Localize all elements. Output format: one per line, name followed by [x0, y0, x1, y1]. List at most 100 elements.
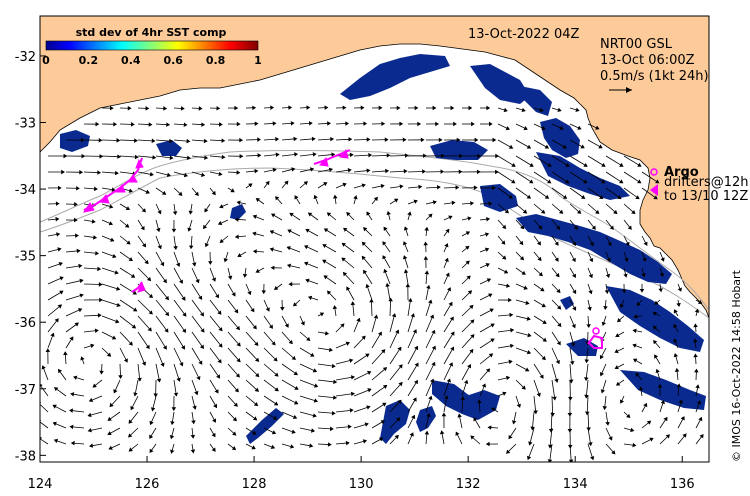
current-vector-head — [611, 450, 616, 455]
current-vector-head — [198, 360, 203, 365]
current-vector-head — [677, 287, 682, 292]
current-vector — [155, 347, 164, 367]
current-vector-head — [676, 302, 681, 307]
current-vector-head — [614, 365, 619, 370]
current-vector-head — [486, 278, 492, 283]
current-vector — [137, 315, 152, 332]
current-vector — [550, 411, 553, 433]
current-vector-head — [414, 105, 419, 111]
current-vector-head — [405, 283, 411, 288]
current-vector-head — [170, 449, 175, 454]
current-vector-head — [157, 244, 162, 250]
current-vector-head — [79, 278, 84, 284]
current-vector-head — [693, 323, 698, 328]
current-vector-head — [369, 298, 374, 303]
current-vector — [605, 155, 624, 167]
current-vector-head — [655, 179, 660, 184]
current-vector-head — [363, 227, 368, 232]
current-vector-head — [542, 319, 547, 324]
current-vector-head — [346, 286, 351, 291]
current-vector-head — [521, 107, 526, 113]
current-vector-head — [203, 224, 208, 230]
current-vector-head — [554, 241, 559, 246]
current-vector-head — [444, 395, 449, 400]
current-vector-head — [221, 154, 226, 160]
current-vector — [299, 395, 318, 402]
current-vector-head — [324, 105, 329, 110]
sst-patch — [520, 86, 552, 116]
current-vector-head — [505, 125, 510, 131]
drifter-arrowhead — [99, 194, 110, 204]
date-label: 13-Oct-2022 04Z — [468, 27, 580, 42]
current-vector-head — [247, 290, 252, 296]
drifter-arrowhead — [135, 158, 144, 169]
current-vector-head — [326, 290, 332, 295]
current-vector-head — [287, 229, 292, 234]
current-vector-head — [271, 213, 276, 218]
current-vector-head — [643, 402, 648, 408]
current-vector-head — [248, 183, 253, 188]
current-vector-head — [526, 316, 531, 321]
current-vector-head — [568, 459, 574, 462]
current-vector-head — [630, 427, 635, 433]
current-vector-head — [604, 289, 610, 294]
current-vector-head — [523, 125, 528, 131]
current-vector-head — [140, 225, 145, 231]
current-vector-head — [153, 393, 158, 398]
current-vector-head — [384, 137, 389, 142]
current-vector-head — [606, 257, 611, 263]
current-vector-head — [169, 435, 175, 440]
current-vector — [191, 347, 203, 365]
current-vector-head — [179, 362, 184, 367]
current-vector-head — [653, 340, 658, 345]
current-vector-head — [694, 308, 700, 313]
current-vector-head — [547, 162, 552, 167]
current-vector-head — [639, 288, 645, 293]
current-vector-head — [470, 201, 475, 206]
current-vector — [389, 313, 396, 333]
current-vector — [173, 299, 187, 317]
current-vector-head — [490, 323, 495, 328]
current-vector-head — [212, 418, 217, 423]
drifter-arrowhead — [137, 281, 146, 293]
current-vector-head — [270, 444, 276, 450]
current-vector — [497, 155, 516, 167]
y-tick-label: -37 — [15, 383, 36, 398]
sst-patch — [560, 296, 574, 310]
current-vector-head — [455, 431, 460, 436]
current-vector-head — [327, 442, 332, 447]
current-vector-head — [491, 407, 496, 412]
current-vector-head — [182, 312, 187, 317]
current-vector-head — [313, 398, 319, 403]
current-vector-head — [141, 361, 146, 366]
current-vector — [263, 347, 278, 362]
current-vector-head — [95, 250, 100, 256]
current-vector-head — [367, 370, 372, 376]
current-vector — [587, 171, 606, 184]
current-vector-head — [674, 367, 680, 372]
current-vector-head — [537, 241, 541, 246]
current-vector-head — [484, 247, 490, 252]
current-vector-head — [440, 169, 445, 174]
current-vector-head — [326, 212, 332, 217]
current-vector-head — [557, 107, 562, 112]
current-vector-head — [214, 389, 219, 394]
current-vector-head — [623, 273, 628, 278]
drifter-legend-icon — [650, 184, 658, 196]
current-vector-head — [422, 169, 426, 174]
current-vector-head — [412, 329, 417, 334]
current-vector-head — [148, 310, 153, 315]
current-vector — [317, 395, 337, 399]
current-vector-head — [114, 270, 119, 275]
current-vector-head — [632, 343, 637, 348]
current-vector-head — [637, 179, 642, 184]
current-vector-head — [559, 125, 564, 130]
sst-patch — [460, 390, 500, 420]
current-vector-head — [150, 407, 156, 412]
current-vector-head — [156, 227, 161, 233]
current-vector-head — [418, 184, 423, 190]
current-vector-head — [216, 374, 221, 379]
scale-arrow — [609, 87, 632, 93]
current-vector — [371, 331, 382, 349]
current-vector-head — [141, 243, 147, 248]
